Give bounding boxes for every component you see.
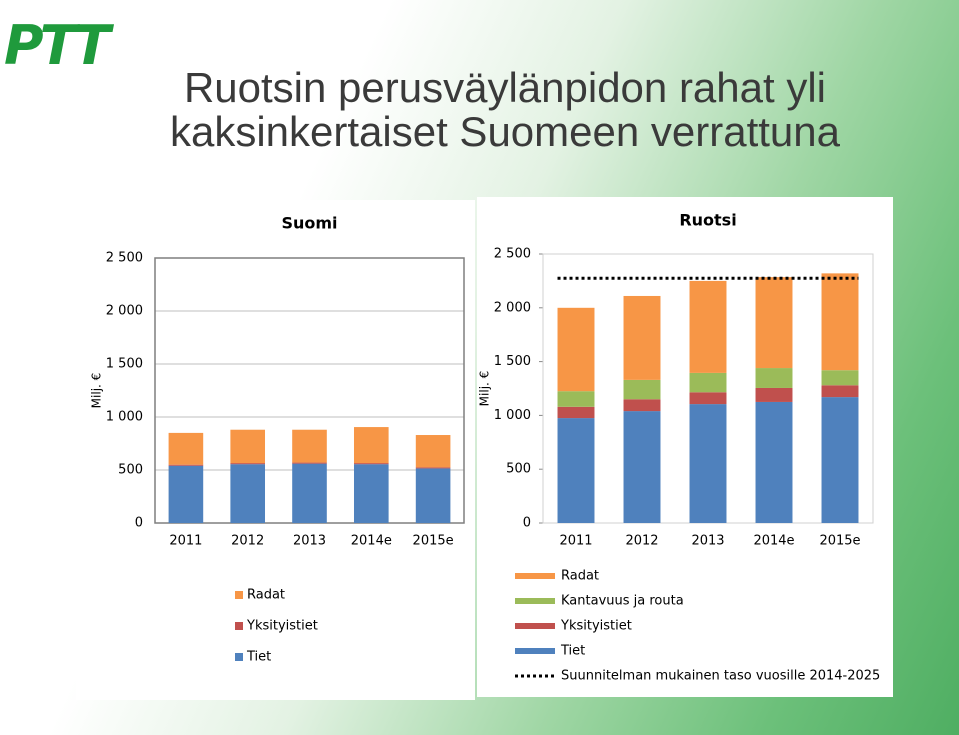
bar-segment [230, 463, 266, 465]
legend-swatch [515, 598, 555, 604]
y-tick-label: 500 [118, 463, 143, 478]
bar-segment [557, 418, 595, 523]
y-tick-label: 2 500 [106, 251, 143, 266]
bar-segment [755, 277, 793, 369]
bar-segment [755, 401, 793, 523]
bar-segment [415, 467, 451, 469]
chart-panel [76, 200, 475, 700]
y-tick-label: 500 [506, 462, 531, 477]
y-tick-label: 1 500 [106, 357, 143, 372]
bar-segment [623, 399, 661, 412]
bar-segment [557, 406, 595, 419]
x-tick-label: 2014e [351, 534, 392, 549]
legend-swatch [235, 591, 243, 599]
bar-segment [821, 397, 859, 523]
y-axis-label: Milj. € [90, 373, 104, 409]
bar-segment [353, 427, 389, 464]
y-tick-label: 1 000 [106, 410, 143, 425]
y-axis-label: Milj. € [478, 371, 492, 407]
legend-swatch [235, 622, 243, 630]
logo: PTT [4, 14, 110, 77]
bar-segment [755, 368, 793, 388]
chart-title: Ruotsi [679, 211, 736, 230]
y-tick-label: 2 000 [494, 300, 531, 315]
bar-segment [623, 295, 661, 380]
chart-title: Suomi [281, 214, 337, 233]
bar-segment [821, 273, 859, 371]
title-line: kaksinkertaiset Suomeen verrattuna [169, 108, 840, 155]
y-tick-label: 2 000 [106, 304, 143, 319]
legend-label: Yksityistiet [246, 619, 318, 634]
bar-segment [415, 468, 451, 523]
legend-swatch [515, 648, 555, 654]
bar-segment [557, 307, 595, 392]
legend-swatch [515, 573, 555, 579]
legend-swatch [235, 653, 243, 661]
bar-segment [168, 465, 204, 523]
bar-segment [292, 429, 327, 463]
y-tick-label: 1 500 [494, 354, 531, 369]
x-tick-label: 2015e [819, 534, 860, 549]
x-tick-label: 2013 [691, 534, 724, 549]
bar-segment [353, 464, 389, 523]
bar-segment [623, 379, 661, 400]
y-tick-label: 0 [523, 516, 531, 531]
bar-segment [292, 462, 327, 464]
bar-segment [292, 463, 327, 523]
bar-segment [415, 435, 451, 468]
bar-segment [353, 463, 389, 465]
bar-segment [689, 392, 727, 405]
legend-label: Radat [561, 569, 599, 584]
legend-label: Tiet [246, 650, 271, 665]
x-tick-label: 2015e [413, 534, 454, 549]
bar-segment [821, 385, 859, 398]
title-line: Ruotsin perusväylänpidon rahat yli [183, 64, 827, 111]
slide-title: Ruotsin perusväylänpidon rahat yli kaksi… [0, 66, 959, 154]
y-tick-label: 2 500 [494, 247, 531, 262]
x-tick-label: 2012 [231, 534, 264, 549]
bar-segment [689, 404, 727, 523]
x-tick-label: 2014e [753, 534, 794, 549]
bar-segment [689, 372, 727, 393]
x-tick-label: 2013 [293, 534, 326, 549]
bar-segment [755, 387, 793, 402]
legend-label: Kantavuus ja routa [561, 594, 684, 609]
legend-swatch [515, 623, 555, 629]
bar-segment [689, 280, 727, 373]
legend-label: Suunnitelman mukainen taso vuosille 2014… [561, 669, 880, 684]
bar-segment [230, 464, 266, 523]
bar-segment [230, 429, 266, 464]
legend-label: Yksityistiet [560, 619, 632, 634]
legend-label: Radat [247, 588, 285, 603]
x-tick-label: 2011 [559, 534, 592, 549]
y-tick-label: 0 [135, 516, 143, 531]
bar-segment [557, 391, 595, 407]
bar-segment [168, 464, 204, 466]
legend-label: Tiet [560, 644, 585, 659]
bar-segment [623, 411, 661, 523]
x-tick-label: 2012 [625, 534, 658, 549]
x-tick-label: 2011 [169, 534, 202, 549]
bar-segment [821, 370, 859, 386]
y-tick-label: 1 000 [494, 408, 531, 423]
bar-segment [168, 432, 204, 465]
